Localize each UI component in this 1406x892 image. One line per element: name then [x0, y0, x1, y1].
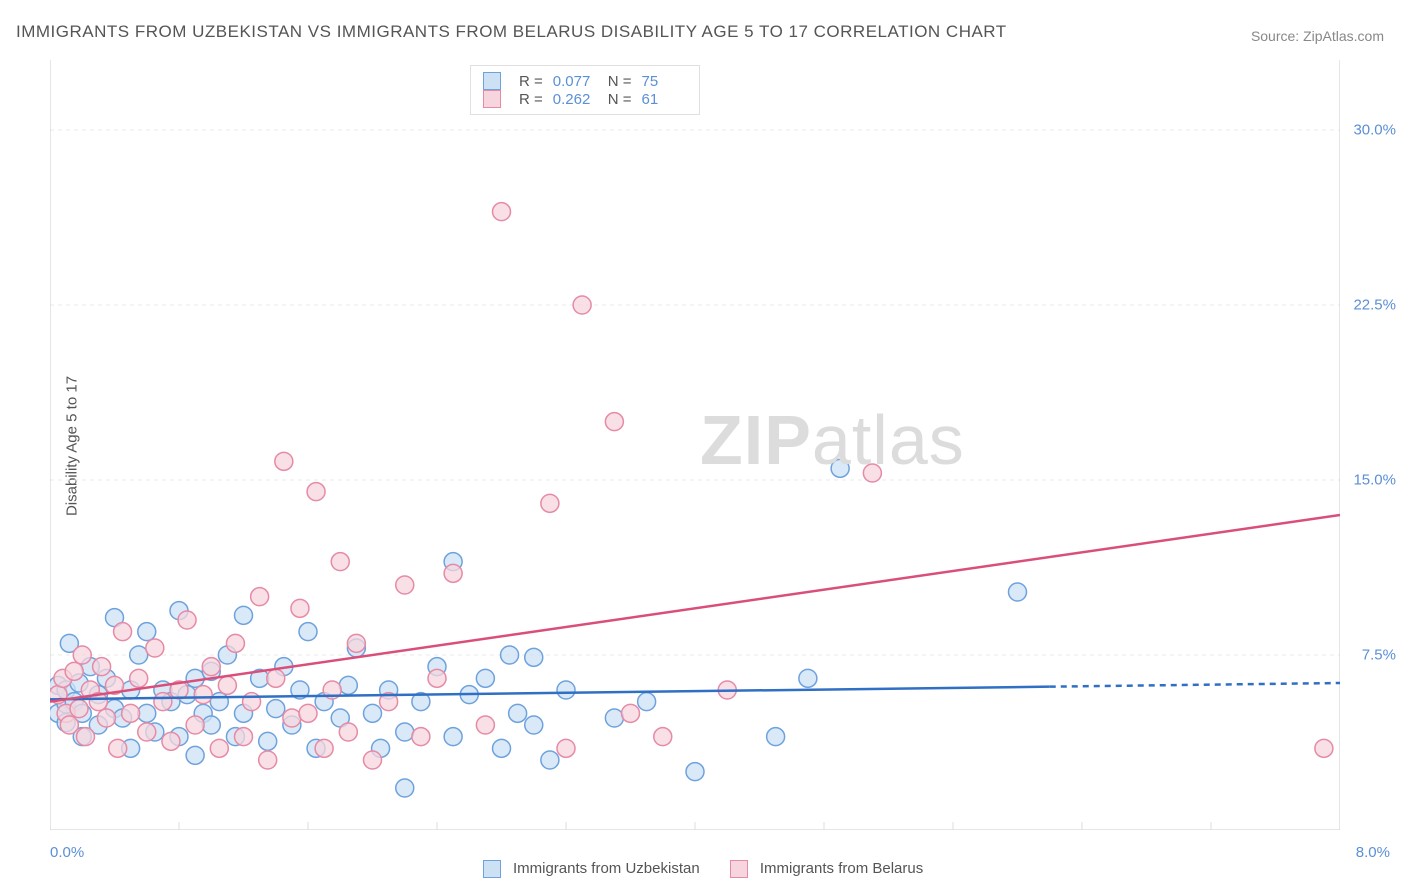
stats-row-series1: R = 0.077 N = 75: [483, 72, 687, 90]
ytick-label: 22.5%: [1353, 297, 1396, 314]
ytick-label: 30.0%: [1353, 122, 1396, 139]
r-value-2: 0.262: [553, 91, 598, 108]
watermark: ZIPatlas: [700, 400, 965, 480]
ytick-label: 7.5%: [1362, 647, 1396, 664]
n-value-1: 75: [642, 73, 687, 90]
scatter-plot-svg: [50, 60, 1340, 830]
swatch-series2: [483, 90, 501, 108]
legend-item-2: Immigrants from Belarus: [730, 860, 924, 878]
stats-row-series2: R = 0.262 N = 61: [483, 90, 687, 108]
xtick-left: 0.0%: [50, 844, 84, 861]
r-label: R =: [519, 91, 543, 108]
swatch-series1: [483, 72, 501, 90]
source-label: Source: ZipAtlas.com: [1251, 28, 1384, 44]
chart-title: IMMIGRANTS FROM UZBEKISTAN VS IMMIGRANTS…: [16, 22, 1007, 42]
legend-label-1: Immigrants from Uzbekistan: [513, 860, 700, 877]
chart-area: 7.5%15.0%22.5%30.0%0.0%8.0%: [50, 60, 1340, 830]
n-label: N =: [608, 91, 632, 108]
swatch-series1-bottom: [483, 860, 501, 878]
watermark-atlas: atlas: [812, 401, 965, 479]
r-value-1: 0.077: [553, 73, 598, 90]
legend-label-2: Immigrants from Belarus: [760, 860, 923, 877]
n-value-2: 61: [642, 91, 687, 108]
watermark-zip: ZIP: [700, 401, 812, 479]
ytick-label: 15.0%: [1353, 472, 1396, 489]
n-label: N =: [608, 73, 632, 90]
xtick-right: 8.0%: [1356, 844, 1390, 861]
x-legend: Immigrants from Uzbekistan Immigrants fr…: [0, 860, 1406, 878]
swatch-series2-bottom: [730, 860, 748, 878]
legend-item-1: Immigrants from Uzbekistan: [483, 860, 700, 878]
stats-legend-box: R = 0.077 N = 75 R = 0.262 N = 61: [470, 65, 700, 115]
r-label: R =: [519, 73, 543, 90]
